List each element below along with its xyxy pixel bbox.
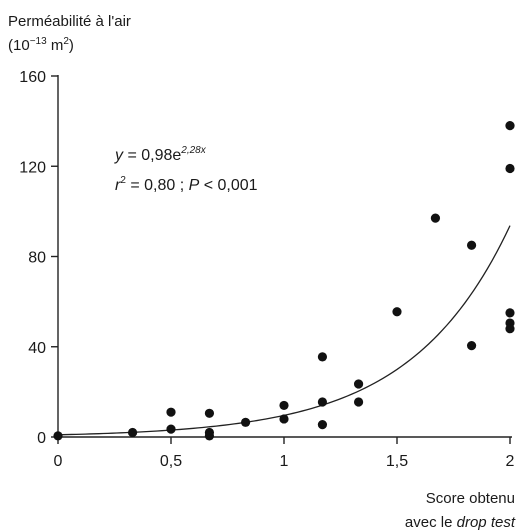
data-point: [317, 397, 328, 407]
x-tick-label: 1,5: [386, 453, 408, 470]
y-tick-label: 120: [19, 159, 46, 176]
x-tick-label: 2: [506, 453, 515, 470]
x-tick-label: 1: [280, 453, 289, 470]
data-point: [53, 431, 63, 441]
x-tick-label: 0: [54, 453, 63, 470]
x-axis-title-line2: avec le drop test: [405, 514, 516, 531]
y-tick-label: 160: [19, 69, 46, 86]
data-point: [392, 307, 402, 317]
x-tick-label: 0,5: [160, 453, 182, 470]
data-point: [204, 431, 215, 441]
data-point: [127, 427, 138, 438]
fit-equation: y = 0,98e2,28x: [114, 145, 207, 164]
y-axis-title-line2: (10−13 m2): [8, 36, 74, 54]
data-point: [166, 424, 176, 434]
data-point: [353, 397, 364, 407]
data-point: [317, 419, 328, 430]
data-point: [279, 400, 289, 411]
data-point: [317, 352, 328, 362]
data-point: [466, 240, 477, 250]
data-point: [505, 163, 515, 174]
data-point: [505, 324, 515, 334]
fit-statistics: r2 = 0,80 ; P < 0,001: [115, 175, 258, 194]
data-point: [240, 417, 251, 427]
data-point: [353, 379, 364, 389]
data-point: [430, 213, 441, 223]
y-tick-label: 40: [28, 340, 46, 357]
y-axis-title-line1: Perméabilité à l'air: [8, 13, 131, 30]
data-point: [466, 341, 477, 351]
y-tick-label: 80: [28, 250, 46, 267]
data-point: [505, 121, 515, 131]
data-point: [505, 308, 515, 318]
data-point: [166, 407, 176, 417]
x-axis-title-line1: Score obtenu: [426, 490, 515, 507]
data-point: [279, 414, 289, 424]
y-tick-label: 0: [37, 430, 46, 447]
data-point: [204, 408, 215, 418]
